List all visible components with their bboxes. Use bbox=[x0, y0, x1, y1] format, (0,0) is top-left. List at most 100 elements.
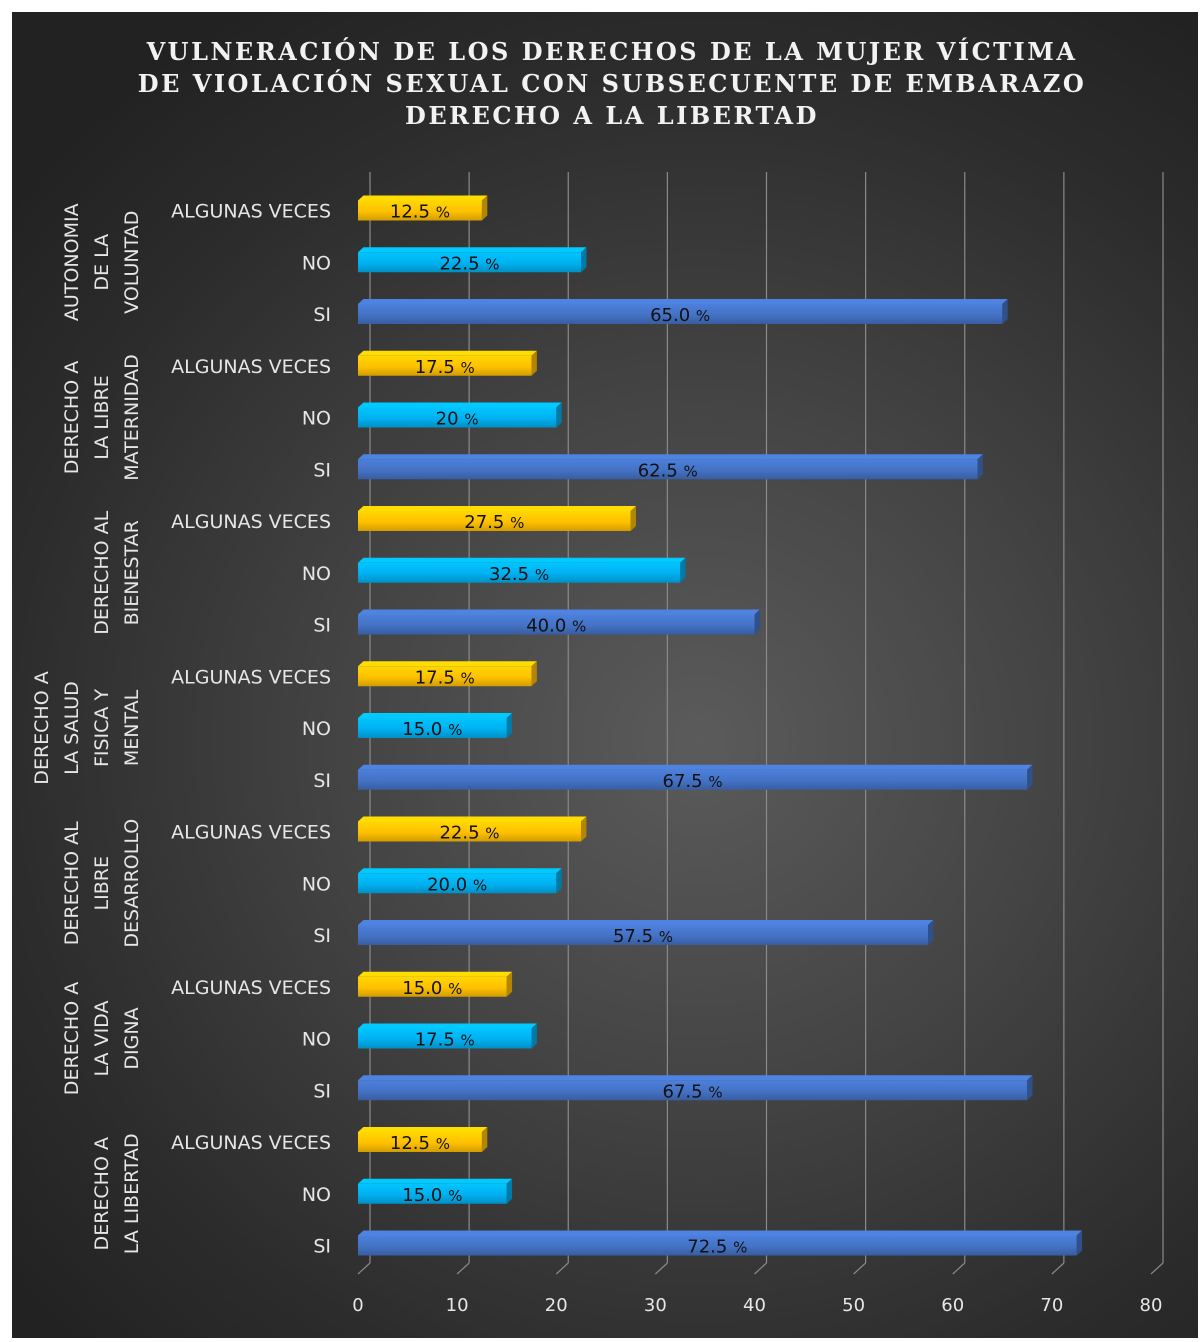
bar-top-face bbox=[358, 1023, 537, 1029]
category-label: SI bbox=[313, 615, 331, 637]
data-label: 20.0 % bbox=[427, 874, 487, 895]
bar-side-face bbox=[506, 971, 513, 997]
category-label: ALGUNAS VECES bbox=[171, 1132, 331, 1154]
bar-side-face bbox=[1076, 1230, 1083, 1256]
x-tick-label: 60 bbox=[941, 1295, 964, 1316]
x-tick-label: 30 bbox=[644, 1295, 667, 1316]
bar bbox=[358, 200, 482, 221]
data-label-number: 17.5 bbox=[415, 667, 461, 688]
data-label: 65.0 % bbox=[650, 305, 710, 326]
bar bbox=[358, 459, 978, 480]
bar bbox=[358, 614, 755, 635]
group-label-line: LA LIBRE bbox=[91, 375, 113, 460]
category-label: NO bbox=[302, 873, 331, 895]
data-label-percent: % bbox=[659, 928, 673, 946]
data-label: 12.5 % bbox=[390, 202, 450, 223]
bar-side-face bbox=[1027, 1075, 1033, 1101]
group-label-line: DERECHO AL bbox=[61, 821, 83, 945]
data-label-number: 17.5 bbox=[415, 357, 461, 378]
bar bbox=[358, 718, 507, 738]
bar-side-face bbox=[481, 195, 488, 221]
data-label-number: 17.5 bbox=[415, 1030, 461, 1051]
data-label-percent: % bbox=[461, 669, 475, 687]
gridline-depth bbox=[456, 1262, 470, 1275]
x-tick-label: 20 bbox=[545, 1295, 568, 1316]
data-label-percent: % bbox=[733, 1239, 747, 1257]
bar-top-face bbox=[358, 764, 1033, 770]
data-label-percent: % bbox=[708, 1083, 722, 1101]
bar bbox=[358, 562, 681, 583]
x-tick-label: 70 bbox=[1040, 1295, 1063, 1316]
bar-chart: 0 10 20 30 40 50 60 70 80 ALGUNAS VECES 12.5 % NO 22… bbox=[31, 172, 1164, 1316]
data-label-percent: % bbox=[473, 876, 487, 894]
data-label-percent: % bbox=[708, 773, 722, 791]
data-label-number: 67.5 bbox=[663, 1081, 709, 1102]
bar bbox=[358, 666, 532, 687]
data-label: 57.5 % bbox=[613, 926, 673, 947]
category-label: ALGUNAS VECES bbox=[171, 977, 331, 999]
data-label: 27.5 % bbox=[464, 512, 524, 533]
bar-top-face bbox=[358, 247, 587, 253]
data-label-number: 22.5 bbox=[439, 253, 485, 274]
group-label-line: DERECHO A bbox=[91, 1137, 113, 1250]
data-label: 62.5 % bbox=[638, 460, 698, 481]
bar-side-face bbox=[556, 868, 562, 894]
bar-side-face bbox=[481, 1127, 488, 1152]
data-label-number: 32.5 bbox=[489, 564, 535, 585]
data-label-percent: % bbox=[464, 411, 478, 429]
data-label-number: 20 bbox=[436, 409, 465, 430]
data-label-percent: % bbox=[485, 825, 499, 843]
bar-side-face bbox=[977, 454, 983, 480]
bar-side-face bbox=[1027, 764, 1033, 790]
bar bbox=[358, 1028, 532, 1049]
data-label-percent: % bbox=[572, 618, 586, 636]
bar-top-face bbox=[358, 299, 1008, 304]
data-label-percent: % bbox=[684, 462, 698, 480]
bar-top-face bbox=[358, 557, 686, 563]
data-label-percent: % bbox=[448, 980, 462, 998]
gridline-depth bbox=[555, 1262, 569, 1275]
data-label: 40.0 % bbox=[526, 616, 586, 637]
category-label: SI bbox=[313, 459, 331, 481]
gridline-depth bbox=[1150, 1262, 1164, 1275]
bar-side-face bbox=[754, 609, 760, 635]
x-tick-label: 80 bbox=[1140, 1295, 1163, 1316]
data-label: 17.5 % bbox=[415, 667, 475, 688]
group-label-line: VOLUNTAD bbox=[121, 211, 143, 314]
group-label-line: LIBRE bbox=[91, 856, 113, 910]
group-label-line: DERECHO A bbox=[61, 361, 83, 474]
bar bbox=[358, 976, 507, 997]
bar bbox=[358, 1132, 482, 1152]
category-label: SI bbox=[313, 770, 331, 792]
data-label-percent: % bbox=[461, 1032, 475, 1050]
data-label-number: 27.5 bbox=[464, 512, 510, 533]
data-label-percent: % bbox=[461, 359, 475, 377]
group-label-line: LA LIBERTAD bbox=[121, 1133, 143, 1254]
chart-title-line-3: DERECHO A LA LIBERTAD bbox=[405, 101, 819, 130]
group-label-line: DESARROLLO bbox=[121, 819, 143, 948]
bar bbox=[358, 252, 582, 273]
bar-side-face bbox=[1002, 299, 1008, 324]
data-label-number: 72.5 bbox=[687, 1237, 733, 1258]
data-label: 15.0 % bbox=[402, 978, 462, 999]
chart-title-line-2: DE VIOLACIÓN SEXUAL CON SUBSECUENTE DE E… bbox=[137, 69, 1087, 98]
data-label-number: 20.0 bbox=[427, 874, 473, 895]
bar bbox=[358, 511, 631, 531]
group-label-line: DERECHO AL bbox=[91, 510, 113, 634]
data-label-percent: % bbox=[448, 1187, 462, 1205]
bar bbox=[358, 769, 1028, 790]
bar-top-face bbox=[358, 609, 760, 615]
bar bbox=[358, 1183, 507, 1204]
bar-top-face bbox=[358, 713, 513, 718]
bar-side-face bbox=[531, 661, 537, 687]
data-label-percent: % bbox=[696, 307, 710, 325]
bar-top-face bbox=[358, 816, 587, 822]
category-label: ALGUNAS VECES bbox=[171, 201, 331, 223]
data-label: 15.0 % bbox=[402, 1185, 462, 1206]
category-label: ALGUNAS VECES bbox=[171, 822, 331, 844]
bar-side-face bbox=[927, 920, 934, 945]
bar-side-face bbox=[506, 713, 513, 738]
data-label: 20 % bbox=[436, 409, 479, 430]
gridline-depth bbox=[357, 1262, 371, 1275]
data-label-number: 67.5 bbox=[663, 771, 709, 792]
